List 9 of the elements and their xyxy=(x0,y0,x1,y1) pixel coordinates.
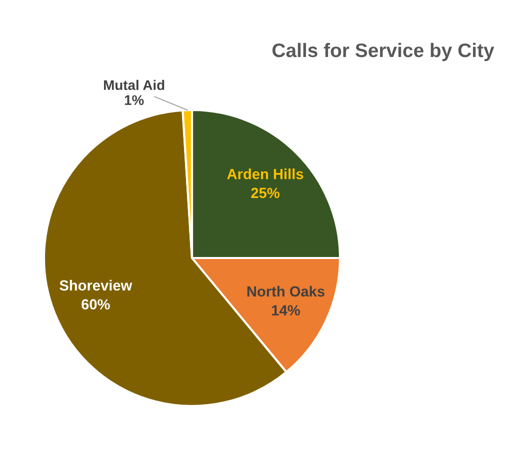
data-label: 60% xyxy=(82,299,110,310)
slice-label: North Oaks xyxy=(247,286,324,297)
text: Calls for Service by City xyxy=(272,42,494,62)
slice-label: Arden Hills xyxy=(227,168,304,180)
data-label: 1% xyxy=(124,95,144,105)
data-label: 25% xyxy=(251,188,280,198)
slice-label: Shoreview xyxy=(60,280,132,291)
slice-label: Mutal Aid xyxy=(104,80,164,90)
data-label: 14% xyxy=(272,305,300,316)
